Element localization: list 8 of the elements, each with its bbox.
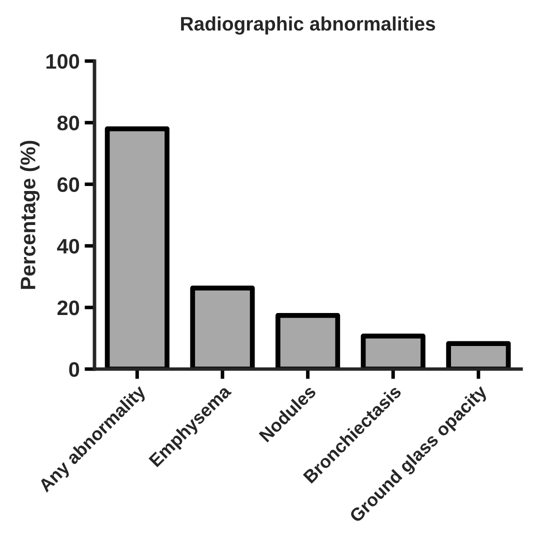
- y-tick-label: 100: [46, 54, 80, 69]
- chart-title: Radiographic abnormalities: [181, 16, 436, 35]
- y-tick-label: 20: [57, 300, 80, 316]
- y-axis-title: Percentage (%): [20, 140, 40, 289]
- y-tick-label: 40: [57, 238, 80, 254]
- y-tick-label: 80: [57, 116, 80, 130]
- y-tick-label: 0: [69, 362, 80, 377]
- y-tick-label: 60: [58, 177, 80, 192]
